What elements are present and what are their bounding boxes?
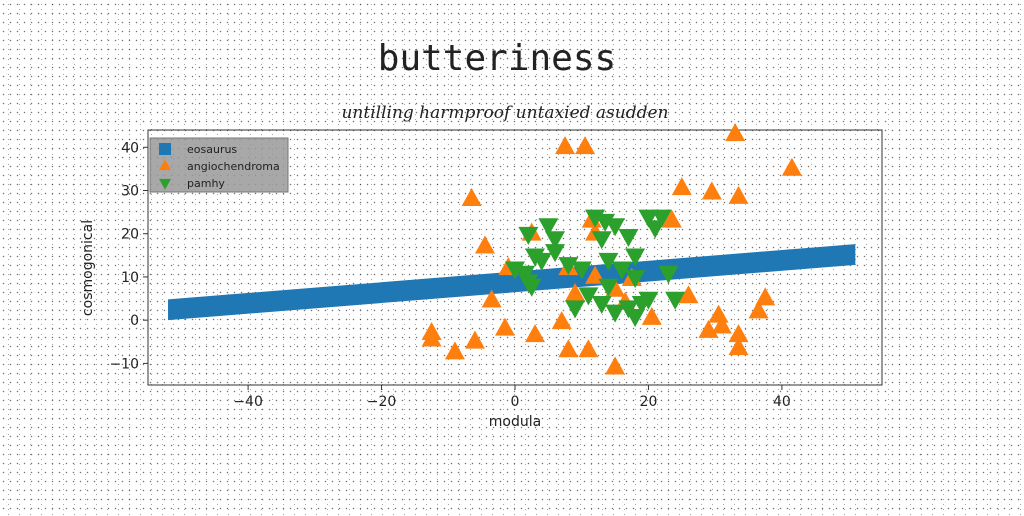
x-axis-label: modula bbox=[489, 414, 541, 430]
point-angiochendroma bbox=[671, 177, 692, 196]
x-tick-label: −40 bbox=[233, 394, 263, 410]
point-angiochendroma bbox=[555, 136, 576, 155]
y-tick-label: 30 bbox=[121, 184, 139, 200]
legend-label-angiochendroma: angiochendroma bbox=[187, 160, 280, 173]
point-pamhy bbox=[638, 291, 659, 310]
point-angiochendroma bbox=[728, 337, 749, 356]
point-pamhy bbox=[505, 261, 525, 280]
y-tick-label: −10 bbox=[109, 356, 139, 372]
point-angiochendroma bbox=[708, 304, 729, 323]
point-pamhy bbox=[545, 244, 566, 263]
point-pamhy bbox=[618, 229, 639, 248]
point-pamhy bbox=[598, 252, 619, 271]
point-pamhy bbox=[578, 287, 599, 306]
y-tick-label: 0 bbox=[130, 313, 139, 329]
point-pamhy bbox=[525, 248, 546, 267]
point-pamhy bbox=[571, 261, 592, 280]
point-angiochendroma bbox=[728, 185, 749, 204]
point-pamhy bbox=[591, 231, 612, 250]
point-angiochendroma bbox=[474, 235, 495, 254]
legend-label-pamhy: pamhy bbox=[187, 177, 225, 190]
point-pamhy bbox=[518, 226, 539, 245]
point-angiochendroma bbox=[781, 157, 802, 176]
y-axis-label: cosmogonical bbox=[80, 220, 96, 316]
point-angiochendroma bbox=[728, 324, 749, 343]
point-angiochendroma bbox=[461, 187, 482, 206]
legend-swatch-angiochendroma bbox=[159, 159, 171, 171]
point-angiochendroma bbox=[701, 181, 722, 200]
point-pamhy bbox=[565, 300, 586, 319]
point-pamhy bbox=[625, 270, 646, 289]
point-angiochendroma bbox=[755, 287, 776, 306]
point-pamhy bbox=[538, 218, 559, 237]
y-tick-label: 10 bbox=[121, 270, 139, 286]
point-angiochendroma bbox=[725, 123, 746, 142]
point-angiochendroma bbox=[711, 315, 732, 334]
band-eosaurus bbox=[168, 244, 856, 321]
point-angiochendroma bbox=[565, 283, 586, 302]
point-angiochendroma bbox=[551, 311, 572, 330]
point-pamhy bbox=[605, 304, 626, 323]
point-pamhy bbox=[591, 296, 612, 315]
point-angiochendroma bbox=[678, 285, 699, 304]
point-pamhy bbox=[521, 278, 542, 297]
point-angiochendroma bbox=[525, 324, 546, 343]
plot-area: −40 −20 0 20 40 −10 0 10 20 30 40 eosaurus angiochen… bbox=[109, 123, 883, 410]
point-pamhy bbox=[625, 248, 646, 267]
point-pamhy bbox=[665, 291, 686, 310]
point-angiochendroma bbox=[421, 328, 442, 347]
y-tick-label: 40 bbox=[121, 140, 139, 156]
point-angiochendroma bbox=[494, 317, 515, 336]
point-pamhy bbox=[651, 209, 672, 228]
y-tick-label: 20 bbox=[121, 227, 139, 243]
x-tick-label: −20 bbox=[367, 394, 397, 410]
point-angiochendroma bbox=[444, 341, 465, 360]
point-pamhy bbox=[625, 309, 646, 328]
point-pamhy bbox=[605, 218, 626, 237]
point-angiochendroma bbox=[578, 339, 599, 358]
point-angiochendroma bbox=[481, 289, 502, 308]
legend-swatch-eosaurus bbox=[159, 143, 171, 155]
legend-box bbox=[149, 137, 289, 193]
point-pamhy bbox=[645, 220, 666, 239]
legend-swatch-pamhy bbox=[159, 178, 171, 190]
x-tick-label: 20 bbox=[640, 394, 658, 410]
legend-label-eosaurus: eosaurus bbox=[187, 143, 237, 156]
point-pamhy bbox=[598, 278, 619, 297]
point-angiochendroma bbox=[605, 356, 626, 375]
point-angiochendroma bbox=[661, 209, 682, 228]
x-tick-label: 40 bbox=[773, 394, 791, 410]
point-angiochendroma bbox=[464, 330, 485, 349]
x-tick-label: 0 bbox=[511, 394, 520, 410]
point-pamhy bbox=[611, 261, 632, 280]
point-pamhy bbox=[658, 265, 679, 284]
point-pamhy bbox=[638, 209, 659, 228]
point-angiochendroma bbox=[575, 136, 596, 155]
point-angiochendroma bbox=[641, 306, 662, 325]
point-angiochendroma bbox=[558, 339, 579, 358]
chart-title: butteriness bbox=[378, 38, 616, 79]
point-pamhy bbox=[545, 231, 566, 250]
point-angiochendroma bbox=[748, 300, 769, 319]
chart-subtitle: untilling harmproof untaxied asudden bbox=[341, 103, 668, 123]
